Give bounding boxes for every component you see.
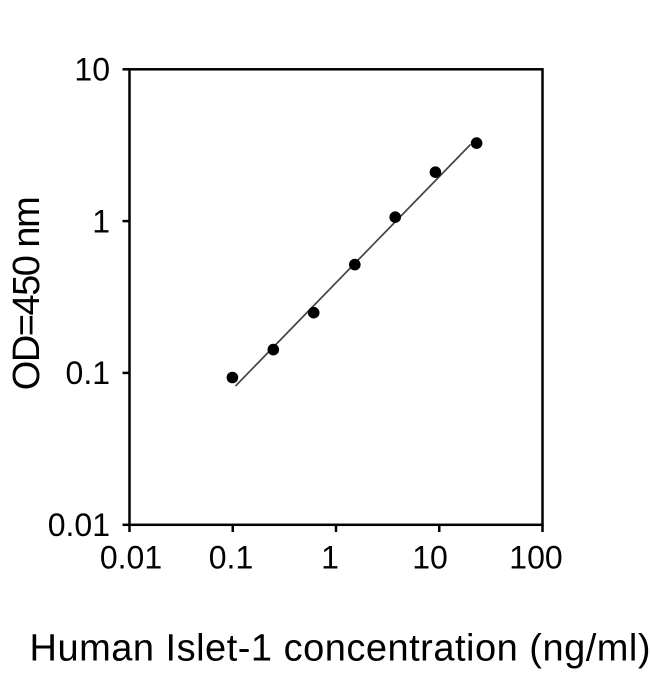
- svg-text:Human Islet-1 concentration (n: Human Islet-1 concentration (ng/ml): [30, 628, 650, 670]
- svg-text:OD=450 nm: OD=450 nm: [6, 198, 48, 390]
- svg-text:10: 10: [412, 540, 448, 576]
- svg-text:100: 100: [509, 540, 562, 576]
- svg-text:1: 1: [321, 540, 339, 576]
- svg-text:1: 1: [92, 203, 110, 239]
- svg-text:0.1: 0.1: [66, 355, 110, 391]
- svg-text:10: 10: [74, 52, 110, 88]
- svg-text:0.01: 0.01: [48, 507, 110, 543]
- svg-text:0.1: 0.1: [209, 540, 253, 576]
- svg-text:0.01: 0.01: [100, 540, 162, 576]
